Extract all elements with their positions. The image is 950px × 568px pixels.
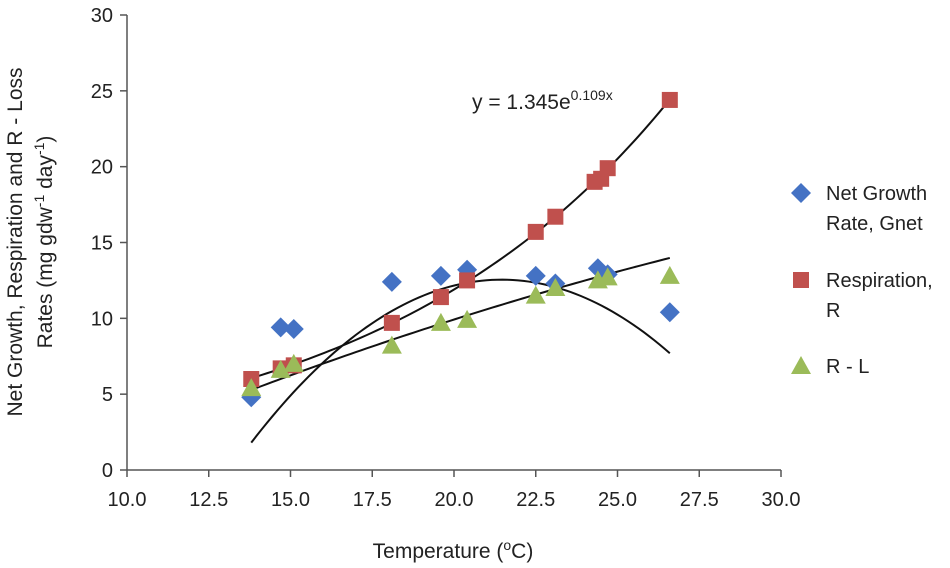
x-axis-ticks: 10.0 12.5 15.0 17.5 20.0 22.5 25.0 27.5 30.0 (108, 470, 801, 511)
data-point-series-2 (432, 289, 449, 306)
data-point-series-2 (661, 91, 678, 108)
y-tick-label: 0 (102, 460, 113, 482)
legend-label-series-1: Net Growth (826, 183, 927, 205)
data-point-series-2 (383, 314, 400, 331)
legend-marker-series-2 (793, 272, 809, 288)
data-point-series-2 (599, 160, 616, 177)
y-axis-title-line1: Net Growth, Respiration and R - Loss (4, 68, 27, 417)
data-point-series-3 (597, 267, 618, 286)
y-tick-label: 5 (102, 384, 113, 406)
legend-label-series-3: R - L (826, 356, 869, 378)
y-tick-label: 10 (91, 308, 113, 330)
legend-marker-series-3 (791, 356, 811, 374)
y-tick-label: 20 (91, 157, 113, 179)
data-point-series-3 (270, 359, 291, 378)
x-tick-label: 10.0 (108, 489, 147, 511)
data-point-series-1 (283, 318, 304, 339)
data-point-series-3 (525, 285, 546, 304)
x-tick-label: 27.5 (680, 489, 719, 511)
data-point-series-2 (547, 208, 564, 225)
data-markers (241, 91, 680, 408)
x-tick-label: 17.5 (353, 489, 392, 511)
y-axis-title-line2: Rates (mg gdw-1 day-1) (31, 136, 57, 349)
trendline-series-1 (250, 278, 671, 444)
x-tick-label: 22.5 (516, 489, 555, 511)
data-point-series-1 (381, 271, 402, 292)
x-tick-label: 30.0 (762, 489, 801, 511)
data-point-series-3 (659, 265, 680, 284)
trendline-equation: y = 1.345e0.109x (472, 87, 613, 114)
y-axis-ticks: 0 5 10 15 20 25 30 (91, 5, 127, 482)
data-point-series-3 (545, 278, 566, 296)
data-point-series-1 (270, 317, 291, 338)
data-point-series-1 (430, 265, 451, 286)
legend-label-series-1: Rate, Gnet (826, 213, 923, 235)
y-tick-label: 25 (91, 81, 113, 103)
data-point-series-3 (430, 312, 451, 331)
data-point-series-3 (457, 309, 478, 328)
data-point-series-1 (659, 302, 680, 323)
data-point-series-3 (283, 353, 304, 372)
y-axis-title: Net Growth, Respiration and R - Loss Rat… (4, 68, 57, 417)
legend-label-series-2: Respiration, (826, 270, 933, 292)
data-point-series-2 (459, 272, 476, 289)
data-point-series-3 (381, 335, 402, 354)
data-point-series-1 (525, 265, 546, 286)
x-tick-label: 25.0 (598, 489, 637, 511)
trendline-series-2 (250, 98, 671, 380)
data-point-series-3 (241, 378, 262, 397)
legend-label-series-2: R (826, 300, 840, 322)
legend: Net Growth Rate, Gnet Respiration, R R - L (791, 183, 933, 378)
x-axis-title: Temperature (oC) (373, 537, 534, 563)
x-tick-label: 12.5 (189, 489, 228, 511)
y-tick-label: 15 (91, 233, 113, 255)
data-point-series-2 (527, 223, 544, 240)
y-tick-label: 30 (91, 5, 113, 27)
x-tick-label: 20.0 (435, 489, 474, 511)
x-tick-label: 15.0 (271, 489, 310, 511)
legend-marker-series-1 (791, 183, 811, 203)
